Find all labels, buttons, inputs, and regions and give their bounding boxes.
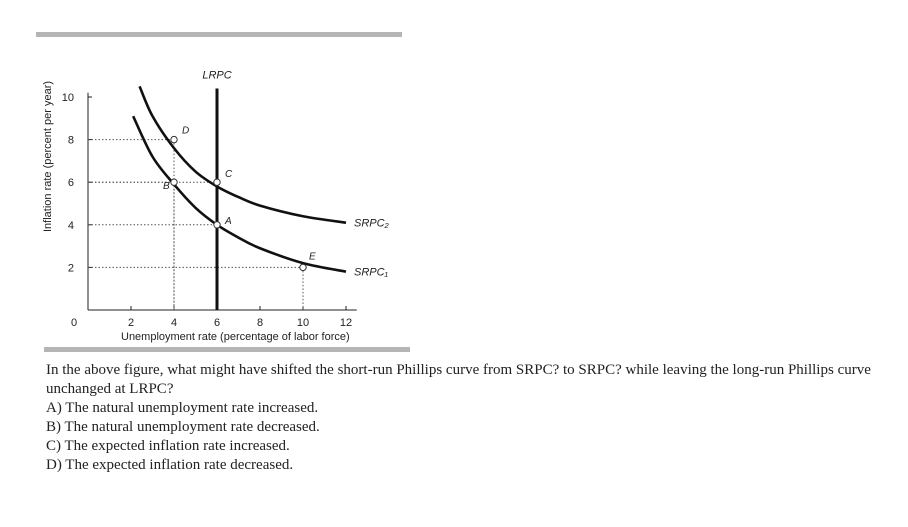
srpc-curve-2	[138, 85, 347, 224]
x-tick-label: 12	[340, 317, 352, 329]
point-c	[213, 178, 221, 186]
x-axis-label: Unemployment rate (percentage of labor f…	[121, 331, 350, 343]
answer-option-d[interactable]: D) The expected inflation rate decreased…	[46, 457, 294, 473]
point-b	[170, 178, 178, 186]
srpc-label-1: SRPC₁	[354, 267, 389, 279]
point-label-d: D	[182, 126, 189, 137]
point-d	[170, 135, 178, 144]
x-tick-label: 8	[257, 317, 263, 329]
point-label-b: B	[163, 181, 170, 192]
top-rule	[36, 32, 402, 37]
point-label-a: A	[224, 216, 232, 227]
y-tick-label: 2	[68, 262, 74, 274]
x-tick-label: 10	[297, 317, 309, 329]
y-tick-label: 8	[68, 135, 74, 147]
chart-marks: 2 4 6 8 10 0 2 4 6 8 10 12 LRPC SRPC₁ SRPC₂ A B C D E	[62, 69, 390, 329]
bottom-rule	[44, 347, 410, 352]
x-tick-label: 4	[171, 317, 177, 329]
y-tick-label: 6	[68, 177, 74, 189]
point-label-e: E	[309, 251, 316, 262]
point-label-c: C	[225, 169, 233, 180]
point-a	[213, 221, 221, 229]
answer-option-a[interactable]: A) The natural unemployment rate increas…	[46, 400, 319, 416]
question-block: In the above figure, what might have shi…	[46, 361, 886, 475]
point-e	[299, 263, 307, 272]
answer-option-b[interactable]: B) The natural unemployment rate decreas…	[46, 419, 320, 435]
y-axis-label: Inflation rate (percent per year)	[42, 81, 54, 232]
y-tick-label: 10	[62, 92, 74, 104]
phillips-curve-figure: Inflation rate (percent per year) Unempl…	[36, 32, 410, 352]
x-tick-label: 6	[214, 317, 220, 329]
x-tick-label: 2	[128, 317, 134, 329]
answer-option-c[interactable]: C) The expected inflation rate increased…	[46, 438, 290, 454]
srpc-label-2: SRPC₂	[354, 218, 390, 230]
x-tick-label: 0	[71, 317, 77, 329]
y-tick-label: 4	[68, 220, 74, 232]
question-text: In the above figure, what might have shi…	[46, 362, 871, 397]
phillips-curve-chart: Inflation rate (percent per year) Unempl…	[42, 69, 390, 343]
lrpc-label: LRPC	[202, 69, 231, 81]
